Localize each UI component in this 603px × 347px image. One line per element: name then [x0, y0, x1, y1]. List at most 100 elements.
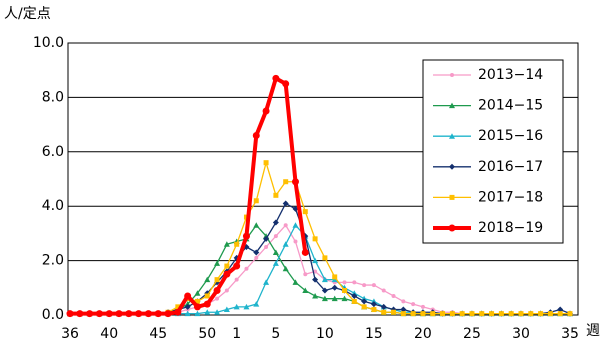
x-tick-label: 35	[561, 326, 579, 342]
marker	[263, 160, 269, 166]
marker	[254, 255, 259, 260]
legend-label: 2018−19	[478, 220, 543, 236]
marker	[253, 222, 260, 228]
marker	[381, 309, 387, 315]
marker	[293, 239, 298, 244]
marker	[253, 301, 260, 307]
marker	[489, 311, 495, 317]
marker	[272, 249, 279, 255]
marker	[420, 311, 426, 317]
marker	[292, 222, 299, 228]
marker	[321, 276, 328, 283]
legend-label: 2015−16	[478, 128, 543, 144]
marker	[204, 293, 210, 299]
marker	[282, 241, 289, 247]
marker	[175, 304, 181, 310]
marker	[242, 232, 250, 240]
marker	[184, 310, 191, 317]
marker	[450, 73, 454, 77]
marker	[204, 309, 211, 315]
marker	[332, 274, 338, 280]
marker	[263, 235, 270, 242]
marker	[351, 298, 357, 304]
y-tick-label: 2.0	[42, 253, 64, 269]
series	[66, 74, 309, 318]
marker	[370, 301, 377, 308]
marker	[557, 306, 564, 313]
marker	[194, 298, 200, 304]
y-tick-label: 4.0	[42, 198, 64, 214]
marker	[234, 277, 239, 282]
marker	[223, 270, 231, 278]
marker	[400, 311, 406, 317]
y-axis-label: 人/定点	[4, 6, 51, 22]
marker	[283, 223, 288, 228]
marker	[362, 283, 367, 288]
marker	[342, 288, 348, 294]
marker	[557, 311, 563, 317]
series-line	[70, 76, 308, 316]
marker	[361, 298, 368, 305]
y-tick-label: 8.0	[42, 89, 64, 105]
marker	[420, 304, 425, 309]
marker	[381, 288, 386, 293]
marker	[342, 280, 347, 285]
marker	[135, 310, 143, 318]
y-tick-label: 10.0	[33, 35, 64, 51]
marker	[154, 310, 162, 318]
marker	[352, 280, 357, 285]
marker	[449, 311, 455, 317]
marker	[302, 209, 308, 215]
marker	[214, 260, 221, 266]
marker	[449, 102, 455, 109]
plot-frame	[67, 42, 579, 316]
x-tick-label: 45	[149, 326, 167, 342]
marker	[321, 295, 328, 302]
marker	[184, 303, 191, 310]
marker	[292, 279, 299, 285]
x-tick-label: 50	[198, 326, 216, 342]
marker	[233, 303, 240, 310]
marker	[391, 293, 396, 298]
marker	[272, 74, 280, 82]
marker	[223, 241, 230, 247]
marker	[184, 292, 192, 300]
legend-label: 2016−17	[478, 159, 543, 175]
marker	[440, 311, 446, 317]
marker	[430, 311, 436, 317]
marker	[243, 303, 250, 310]
marker	[498, 311, 504, 317]
marker	[174, 308, 182, 316]
marker	[224, 263, 230, 269]
marker	[214, 277, 220, 283]
marker	[223, 306, 230, 313]
legend: 2013−14 2014−15 2015−16 2016−17 2017−18 2018−…	[422, 59, 564, 244]
y-tick-label: 0.0	[42, 307, 64, 323]
x-tick-label: 36	[61, 326, 79, 342]
marker	[410, 311, 416, 317]
marker	[273, 192, 279, 198]
marker	[371, 283, 376, 288]
marker	[244, 266, 249, 271]
marker	[76, 310, 84, 318]
marker	[263, 279, 270, 285]
marker	[193, 303, 201, 311]
marker	[567, 311, 573, 317]
marker	[224, 288, 229, 293]
marker	[380, 303, 387, 310]
marker	[253, 249, 260, 256]
x-tick-label: 25	[463, 326, 481, 342]
x-tick-label: 30	[512, 326, 530, 342]
marker	[312, 292, 319, 299]
marker	[262, 107, 270, 115]
marker	[312, 276, 319, 283]
marker	[272, 219, 279, 226]
marker	[282, 200, 289, 207]
marker	[273, 234, 278, 239]
marker	[215, 296, 220, 301]
marker	[547, 311, 553, 317]
marker	[282, 265, 289, 272]
marker	[518, 311, 524, 317]
marker	[194, 290, 201, 296]
marker	[213, 287, 221, 295]
